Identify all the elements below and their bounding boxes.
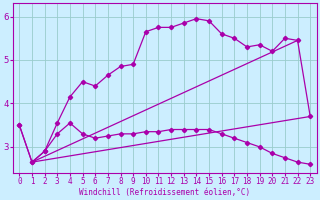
X-axis label: Windchill (Refroidissement éolien,°C): Windchill (Refroidissement éolien,°C) — [79, 188, 250, 197]
